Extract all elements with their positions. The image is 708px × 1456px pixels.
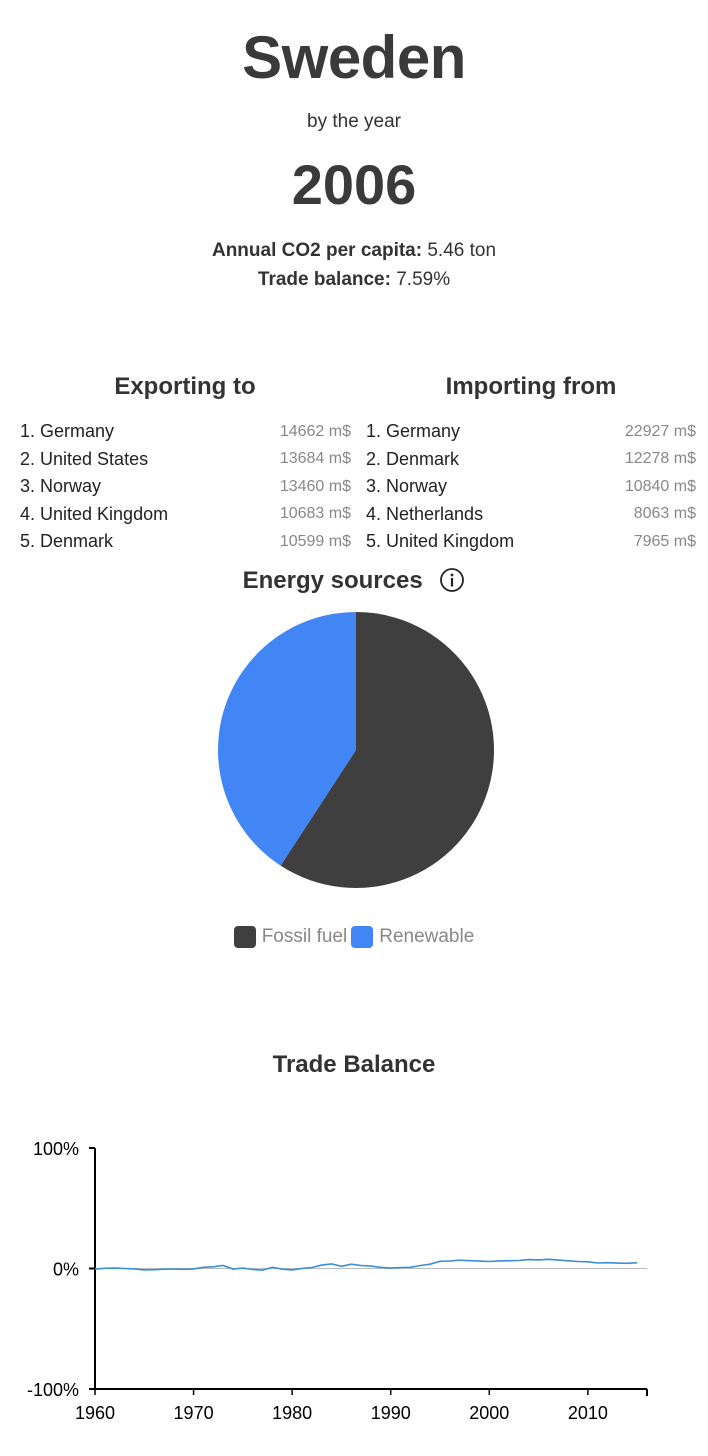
trade-balance-series-line [94,1258,638,1272]
by-the-year-label: by the year [307,111,401,132]
country-title: Sweden [242,24,466,91]
legend-item[interactable]: Renewable [351,926,474,948]
list-item: 4. Netherlands 8063 m$ [366,501,696,529]
x-tick-label: 2000 [469,1403,509,1423]
co2-stat: Annual CO2 per capita: 5.46 ton [0,239,708,263]
x-tick-label: 1980 [272,1403,312,1423]
year-display: 2006 [291,153,417,216]
y-tick-label: 100% [33,1139,79,1159]
pie-slice-renewable [217,612,356,866]
energy-pie-chart [217,612,494,888]
pie-slice-fossil-fuel [280,612,494,888]
list-item: 5. United Kingdom 7965 m$ [366,528,696,556]
export-value: 13460 m$ [279,477,351,495]
list-item: 1. Germany 14662 m$ [20,418,351,446]
list-item: 2. United States 13684 m$ [20,446,351,474]
export-country: 3. Norway [20,476,102,497]
info-icon[interactable] [439,567,465,593]
import-country: 4. Netherlands [366,503,484,524]
trade-balance-stat: Trade balance: 7.59% [0,268,708,292]
import-country: 3. Norway [366,476,448,497]
x-tick-label: 1960 [75,1403,115,1423]
trade-balance-line-chart: 100% 0% -100% 1960 1970 1980 1990 2000 2010 [27,1139,648,1423]
x-tick-label: 2010 [568,1403,608,1423]
import-list: 1. Germany 22927 m$ 2. Denmark 12278 m$ 3.… [366,418,696,556]
energy-sources-title: Energy sources [0,566,708,596]
legend-label: Renewable [379,926,475,947]
y-tick-label: 0% [53,1260,79,1280]
export-country: 4. United Kingdom [20,503,169,524]
list-item: 3. Norway 13460 m$ [20,473,351,501]
co2-value: 5.46 ton [427,240,497,261]
energy-sources-label: Energy sources [242,567,423,594]
importing-from-title: Importing from [445,373,617,400]
co2-label: Annual CO2 per capita: [211,240,423,261]
legend-label: Fossil fuel [261,926,348,947]
export-value: 10683 m$ [279,505,351,523]
x-tick-label: 1970 [174,1403,214,1423]
import-value: 8063 m$ [633,505,696,523]
import-value: 7965 m$ [633,532,696,550]
import-country: 5. United Kingdom [366,531,515,552]
list-item: 1. Germany 22927 m$ [366,418,696,446]
y-tick-label: -100% [27,1380,79,1400]
import-value: 12278 m$ [624,450,696,468]
export-value: 10599 m$ [279,532,351,550]
trade-balance-chart-title: Trade Balance [272,1051,436,1078]
legend-item[interactable]: Fossil fuel [233,926,348,948]
trade-balance-value: 7.59% [396,269,451,290]
import-country: 2. Denmark [366,448,460,469]
list-item: 4. United Kingdom 10683 m$ [20,501,351,529]
trade-balance-label: Trade balance: [257,269,391,290]
export-list: 1. Germany 14662 m$ 2. United States 13684… [20,418,351,556]
exporting-to-title: Exporting to [114,373,256,400]
legend-swatch [351,926,374,948]
export-country: 5. Denmark [20,531,114,552]
import-value: 10840 m$ [624,477,696,495]
export-value: 14662 m$ [279,422,351,440]
x-tick-label: 1990 [371,1403,411,1423]
export-country: 2. United States [20,448,149,469]
export-value: 13684 m$ [279,450,351,468]
list-item: 5. Denmark 10599 m$ [20,528,351,556]
energy-legend: Fossil fuel Renewable [0,926,708,948]
import-value: 22927 m$ [624,422,696,440]
legend-swatch [233,926,256,948]
export-country: 1. Germany [20,421,115,442]
import-country: 1. Germany [366,421,461,442]
list-item: 2. Denmark 12278 m$ [366,446,696,474]
list-item: 3. Norway 10840 m$ [366,473,696,501]
